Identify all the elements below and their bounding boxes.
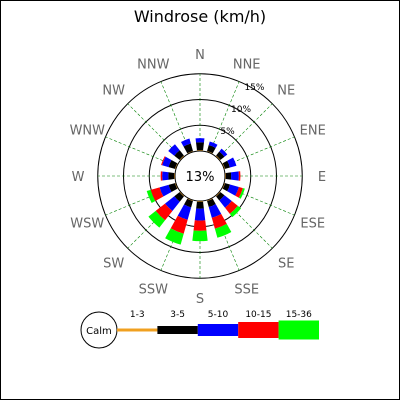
bar-sw-10-15 (155, 203, 173, 221)
bar-se-5-10 (219, 195, 232, 208)
legend-label-3-5: 3-5 (170, 310, 185, 320)
bar-ese-15-36 (238, 188, 245, 199)
direction-label-s: S (196, 292, 204, 307)
bar-ene-5-10 (227, 157, 237, 168)
direction-label-ene: ENE (300, 123, 326, 138)
bar-sse-10-15 (211, 213, 227, 229)
bar-s-5-10 (194, 208, 206, 221)
legend-swatch-3-5 (157, 326, 198, 334)
bar-ese-5-10 (227, 184, 239, 196)
legend-swatch-10-15 (238, 322, 279, 338)
ring-label-2: 10% (231, 105, 251, 115)
bar-nw-5-10 (168, 144, 180, 156)
bar-sse-15-36 (214, 223, 232, 238)
bar-sse-3-5 (207, 198, 216, 208)
direction-label-wnw: WNW (70, 123, 106, 138)
bar-nne-3-5 (207, 144, 216, 154)
legend-swatch-5-10 (197, 324, 239, 336)
direction-label-wsw: WSW (70, 217, 104, 232)
spoke-ne (217, 103, 273, 159)
legend-label-1-3: 1-3 (130, 310, 145, 320)
calm-circle (174, 150, 226, 202)
bar-se-3-5 (216, 192, 225, 201)
ring-labels: 5% 10% 15% (220, 83, 264, 137)
bar-e-10-15 (238, 171, 241, 181)
bar-wsw-10-15 (150, 187, 164, 202)
direction-label-sse: SSE (234, 283, 259, 298)
legend: Calm 1-3 3-5 5-10 10-15 15-36 (80, 310, 319, 349)
bar-sw-3-5 (174, 192, 184, 202)
legend-label-5-10: 5-10 (208, 310, 229, 320)
bar-s-10-15 (193, 220, 207, 231)
bar-wsw-15-36 (146, 189, 156, 204)
legend-label-15-36: 15-36 (286, 310, 312, 320)
bar-e-5-10 (230, 171, 239, 181)
direction-label-nne: NNE (233, 57, 261, 72)
bar-wnw-5-10 (162, 156, 172, 168)
bar-w-10-15 (160, 171, 163, 181)
bar-ese-10-15 (235, 186, 243, 198)
bar-ssw-10-15 (170, 215, 188, 234)
bar-n-3-5 (196, 142, 204, 151)
ring-label-1: 5% (220, 127, 235, 137)
bar-ssw-15-36 (165, 228, 184, 245)
bar-wsw-5-10 (159, 184, 172, 197)
legend-swatch-1-3 (117, 328, 158, 332)
ring-label-3: 15% (244, 83, 264, 93)
bar-n-5-10 (195, 138, 205, 143)
bar-nne-5-10 (208, 141, 218, 148)
direction-label-sw: SW (103, 256, 124, 271)
bar-ene-3-5 (222, 160, 231, 169)
chart-title: Windrose (km/h) (134, 7, 266, 26)
bar-sw-15-36 (148, 210, 166, 228)
bar-wnw-3-5 (168, 160, 178, 169)
direction-labels: N NNE NE ENE E ESE SE SSE S SSW SW WSW W WNW NW NNW (70, 48, 327, 307)
bar-nw-3-5 (174, 150, 184, 160)
legend-label-10-15: 10-15 (245, 310, 271, 320)
legend-calm-label: Calm (86, 326, 112, 337)
bar-sse-5-10 (208, 204, 222, 218)
bar-nnw-5-10 (180, 138, 191, 147)
bar-s-15-36 (192, 230, 208, 242)
legend-swatch-15-36 (278, 320, 319, 340)
bar-s-3-5 (196, 201, 204, 209)
direction-label-se: SE (278, 256, 294, 271)
direction-label-nw: NW (102, 84, 125, 99)
bar-ne-5-10 (219, 148, 228, 157)
bar-wnw-10-15 (161, 156, 166, 166)
bar-se-10-15 (225, 201, 238, 214)
bar-ese-3-5 (222, 183, 231, 192)
bar-sw-5-10 (164, 196, 180, 212)
bar-ssw-5-10 (177, 204, 192, 220)
bar-e-3-5 (225, 172, 232, 180)
bar-ssw-3-5 (184, 198, 193, 208)
direction-label-nnw: NNW (137, 57, 169, 72)
direction-label-w: W (72, 170, 85, 185)
bar-se-15-36 (229, 205, 242, 218)
bar-wsw-3-5 (168, 183, 178, 192)
bar-nnw-3-5 (183, 143, 193, 154)
spoke-nne (209, 81, 240, 154)
direction-label-ne: NE (277, 84, 295, 99)
bar-w-5-10 (162, 171, 169, 181)
bar-w-3-5 (168, 172, 175, 180)
direction-label-ssw: SSW (139, 283, 169, 298)
direction-label-ese: ESE (300, 217, 325, 232)
bar-ne-3-5 (216, 151, 225, 160)
direction-label-n: N (195, 48, 205, 63)
calm-percent-label: 13% (186, 170, 215, 185)
direction-label-e: E (318, 170, 326, 185)
